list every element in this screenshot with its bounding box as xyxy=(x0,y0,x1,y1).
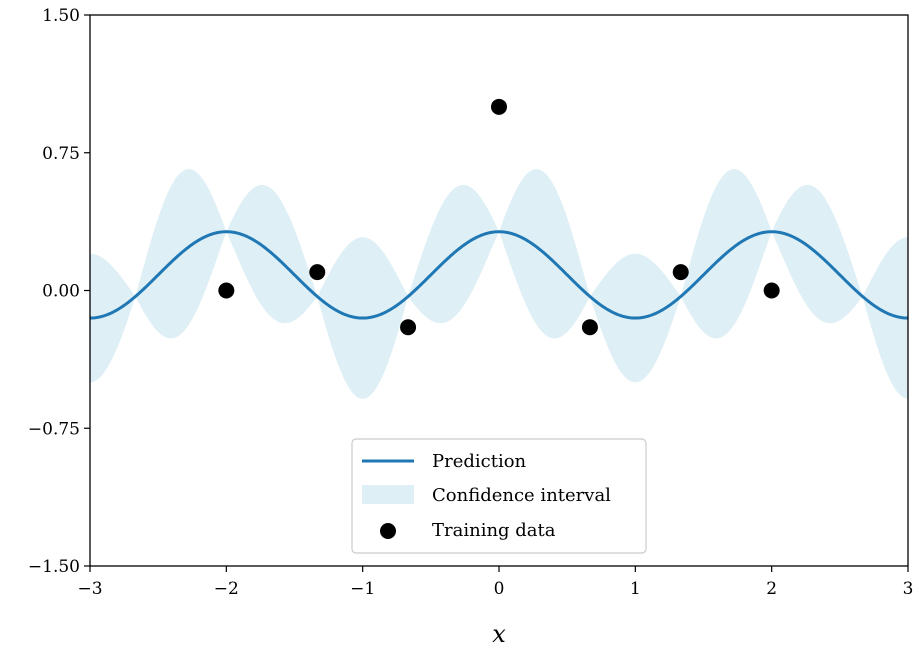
training-point xyxy=(218,282,235,299)
legend-box xyxy=(351,438,647,554)
legend-confidence-swatch xyxy=(362,485,414,504)
x-tick-label: −2 xyxy=(214,579,239,599)
y-tick-label: 0.00 xyxy=(42,282,80,302)
y-tick-label: 0.75 xyxy=(42,144,80,164)
y-axis-ticks: −1.50 −0.75 0.00 0.75 1.50 xyxy=(28,6,90,577)
x-tick-label: 0 xyxy=(494,579,505,599)
training-point xyxy=(763,282,780,299)
x-tick-label: 1 xyxy=(630,579,641,599)
plot-area xyxy=(89,98,909,399)
training-point xyxy=(581,319,598,336)
legend-training-label: Training data xyxy=(432,520,556,541)
x-tick-label: 3 xyxy=(903,579,914,599)
x-tick-label: −3 xyxy=(77,579,102,599)
x-tick-label: −1 xyxy=(350,579,375,599)
legend-training-swatch xyxy=(380,523,396,539)
training-point xyxy=(400,319,417,336)
x-axis-label: x xyxy=(492,620,506,648)
training-point xyxy=(309,264,326,281)
legend-confidence-label: Confidence interval xyxy=(432,485,611,506)
legend-prediction-label: Prediction xyxy=(432,451,527,472)
training-points xyxy=(218,98,780,336)
legend: Prediction Confidence interval Training … xyxy=(351,438,647,554)
prediction-line xyxy=(89,230,909,320)
confidence-interval-band xyxy=(90,169,908,399)
y-tick-label: 1.50 xyxy=(42,6,80,26)
training-point xyxy=(491,98,507,115)
x-axis-ticks: −3 −2 −1 0 1 2 3 xyxy=(77,566,913,599)
training-point xyxy=(672,264,689,281)
y-tick-label: −0.75 xyxy=(28,419,80,439)
x-tick-label: 2 xyxy=(766,579,777,599)
y-tick-label: −1.50 xyxy=(28,557,80,577)
